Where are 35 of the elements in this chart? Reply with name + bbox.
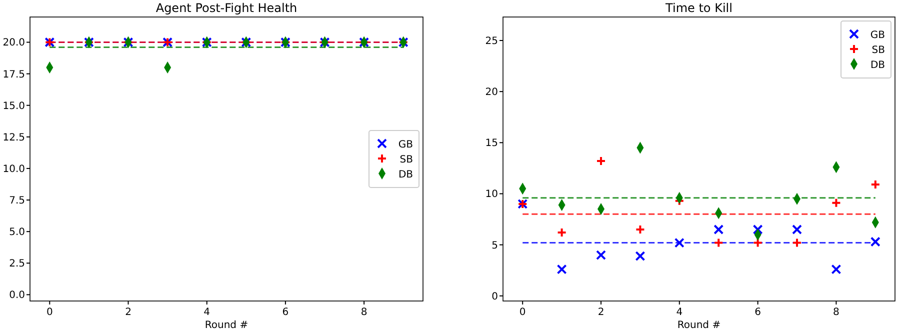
- y-tick-label: 12.5: [2, 132, 25, 144]
- y-tick-label: 5: [492, 240, 498, 252]
- chart-title: Time to Kill: [664, 1, 732, 15]
- y-tick-label: 0.0: [9, 290, 25, 302]
- y-tick-label: 5.0: [9, 227, 25, 238]
- legend-label: DB: [398, 170, 414, 180]
- x-axis-title: Round #: [677, 320, 721, 330]
- y-tick-label: 25: [485, 36, 498, 47]
- y-tick-label: 15.0: [2, 100, 25, 112]
- legend-label: GB: [870, 30, 886, 41]
- y-tick-label: 7.5: [9, 196, 25, 207]
- x-tick-label: 6: [282, 307, 289, 318]
- y-tick-label: 2.5: [9, 258, 25, 270]
- y-tick-label: 20: [485, 87, 498, 98]
- y-tick-label: 15: [485, 138, 498, 150]
- x-tick-label: 2: [125, 307, 132, 318]
- x-tick-label: 8: [360, 307, 368, 318]
- x-tick-label: 4: [676, 307, 683, 318]
- y-tick-label: 10: [485, 189, 498, 200]
- x-tick-label: 4: [204, 307, 210, 318]
- legend-label: SB: [400, 154, 414, 166]
- x-tick-label: 8: [833, 307, 840, 318]
- x-tick-label: 2: [598, 307, 604, 318]
- y-tick-label: 10.0: [2, 164, 25, 175]
- x-tick-label: 0: [519, 307, 526, 318]
- chart-title: Agent Post-Fight Health: [156, 1, 298, 15]
- x-axis-title: Round #: [204, 320, 248, 330]
- y-tick-label: 20.0: [2, 38, 25, 49]
- legend-label: DB: [870, 60, 886, 71]
- y-tick-label: 17.5: [2, 69, 25, 80]
- x-tick-label: 6: [754, 307, 761, 318]
- legend-label: GB: [398, 140, 414, 150]
- x-tick-label: 0: [46, 307, 53, 318]
- legend-label: SB: [872, 45, 886, 56]
- y-tick-label: 0: [492, 291, 498, 302]
